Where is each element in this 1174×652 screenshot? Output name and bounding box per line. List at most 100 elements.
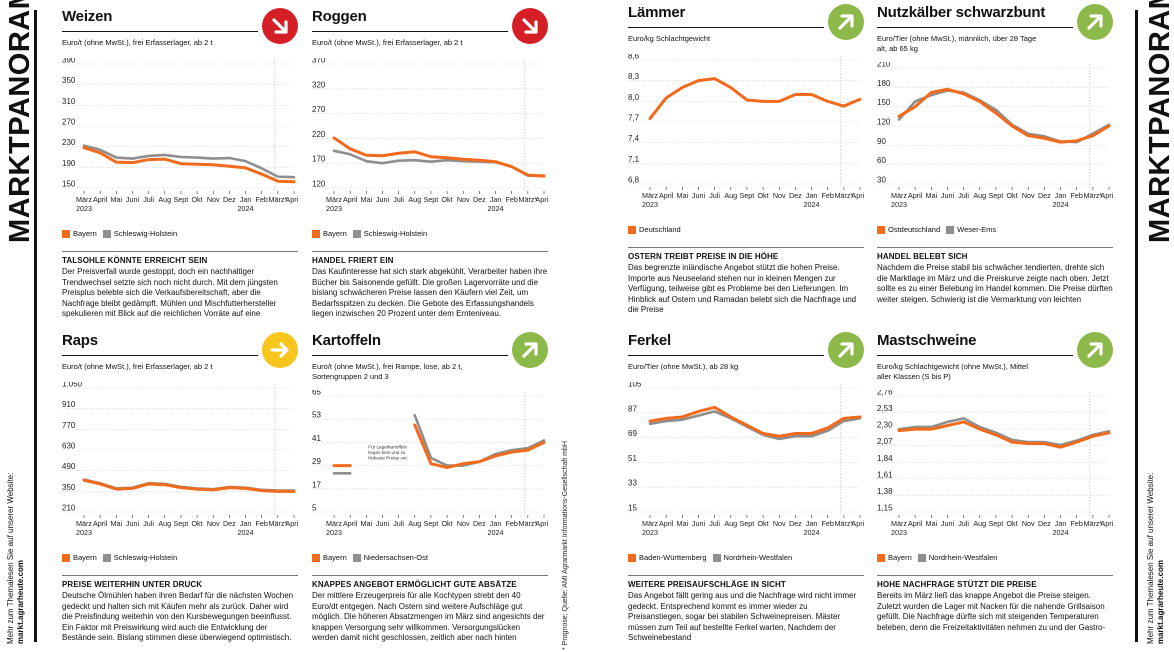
series-line-gray [82, 144, 296, 179]
x-tick-year: 2023 [76, 204, 92, 213]
legend-label: Bayern [323, 553, 347, 562]
panel-mastschweine: Mastschweine Euro/kg Schlachtgewicht (ohn… [877, 332, 1118, 652]
trend-up-arrow-icon [828, 4, 864, 40]
y-tick-label: 53 [312, 411, 321, 420]
website-link[interactable]: markt.agrarheute.com [1156, 559, 1165, 644]
legend-label: Weser-Ems [957, 225, 997, 234]
x-tick-label: Juli [393, 519, 404, 528]
x-tick-label: März* [518, 519, 537, 528]
legend-label: Schleswig-Holstein [113, 553, 178, 562]
x-tick-label: März [76, 195, 92, 204]
title-rule [877, 27, 1073, 28]
legend-swatch [877, 225, 885, 234]
x-tick-label: Sept [174, 195, 189, 204]
x-tick-label: Feb [1070, 191, 1082, 200]
chart-legend: Baden-Württemberg Nordrhein-Westfalen [628, 553, 798, 562]
y-tick-label: 33 [628, 479, 637, 488]
y-tick-label: 210 [62, 504, 76, 513]
x-tick-label: Aug [973, 519, 986, 528]
trend-up-arrow-icon [1077, 332, 1113, 368]
x-tick-year: 2024 [488, 528, 504, 537]
x-tick-label: April [93, 195, 108, 204]
price-chart: 210 180 150 120 90 60 30 März 2023 April Mai Juni Ju… [877, 60, 1118, 244]
x-tick-label: Juli [143, 195, 154, 204]
x-tick-label: Dez [789, 191, 802, 200]
legend-swatch [628, 553, 636, 562]
x-tick-year: 2023 [891, 528, 907, 537]
x-tick-label: März* [1083, 519, 1102, 528]
article-subhead: KNAPPES ANGEBOT ERMÖGLICHT GUTE ABSÄTZE [312, 580, 517, 589]
series-line-orange [648, 77, 862, 121]
series-line-orange [82, 478, 296, 493]
x-tick-label: Jan [1055, 519, 1067, 528]
chart-legend: Ostdeutschland Weser-Ems [877, 225, 1002, 234]
series-line-orange [332, 136, 546, 178]
x-tick-label: Dez [1038, 519, 1051, 528]
y-tick-label: 7,7 [628, 114, 640, 123]
legend-item: Bayern [62, 229, 97, 238]
x-tick-label: Aug [724, 191, 737, 200]
x-tick-label: Aug [973, 191, 986, 200]
x-tick-label: Nov [773, 519, 786, 528]
y-tick-label: 105 [628, 382, 642, 389]
y-tick-label: 51 [628, 454, 637, 463]
legend-item: Niedersachsen-Ost [352, 553, 428, 562]
y-tick-label: 170 [312, 155, 326, 164]
x-tick-label: Jan [240, 195, 252, 204]
x-tick-label: April [93, 519, 108, 528]
x-tick-label: Jan [490, 519, 502, 528]
unit-label: Euro/t (ohne MwSt.), frei Erfasserlager,… [62, 362, 213, 371]
y-tick-label: 490 [62, 462, 76, 471]
x-tick-label: Juni [376, 195, 390, 204]
y-tick-label: 41 [312, 434, 321, 443]
legend-item: Schleswig-Holstein [102, 229, 177, 238]
x-tick-label: Jan [490, 195, 502, 204]
legend-label: Baden-Württemberg [639, 553, 707, 562]
x-tick-label: April* [851, 191, 864, 200]
legend-item: Bayern [312, 229, 347, 238]
x-tick-year: 2024 [238, 204, 254, 213]
x-tick-label: Sept [424, 519, 439, 528]
x-tick-label: Dez [223, 519, 236, 528]
x-tick-label: Dez [789, 519, 802, 528]
x-tick-label: Dez [1038, 191, 1051, 200]
x-tick-label: Juli [709, 191, 720, 200]
price-chart: 2,76 2,53 2,30 2,07 1,84 1,61 1,38 1,15 März 2023… [877, 388, 1118, 572]
x-tick-label: April [908, 191, 923, 200]
panel-title: Ferkel [628, 332, 671, 349]
y-tick-label: 90 [877, 137, 886, 146]
x-tick-label: Mai [677, 519, 689, 528]
title-rule [877, 355, 1073, 356]
chart-legend: Bayern Schleswig-Holstein [312, 229, 433, 238]
legend-item: Deutschland [628, 225, 681, 234]
legend-label: Ostdeutschland [888, 225, 941, 234]
x-tick-year: 2024 [238, 528, 254, 537]
legend-label: Bayern [323, 229, 347, 238]
website-link[interactable]: markt.agrarheute.com [16, 559, 25, 644]
y-tick-label: 390 [62, 58, 76, 65]
x-tick-label: März* [518, 195, 537, 204]
panel-nutzkaelber: Nutzkälber schwarzbunt Euro/Tier (ohne Mw… [877, 4, 1118, 324]
x-tick-label: Sept [740, 519, 755, 528]
x-tick-label: Nov [457, 195, 470, 204]
legend-item: Nordrhein-Westfalen [712, 553, 793, 562]
y-tick-label: 1,61 [877, 470, 893, 479]
y-tick-label: 60 [877, 156, 886, 165]
x-tick-year: 2023 [891, 200, 907, 209]
y-tick-label: 180 [877, 79, 891, 88]
y-tick-label: 5 [312, 504, 317, 513]
legend-swatch [312, 553, 320, 562]
unit-label: Euro/t (ohne MwSt.), frei Erfasserlager,… [312, 38, 463, 47]
x-tick-label: Aug [158, 519, 171, 528]
x-tick-label: März* [834, 519, 853, 528]
unit-label: Euro/t (ohne MwSt.), frei Rampe, lose, a… [312, 362, 463, 381]
y-tick-label: 350 [62, 483, 76, 492]
legend-swatch [102, 229, 111, 238]
y-tick-label: 30 [877, 176, 886, 185]
legend-label: Nordrhein-Westfalen [723, 553, 793, 562]
legend-label: Schleswig-Holstein [363, 229, 428, 238]
x-tick-label: April [659, 519, 674, 528]
article-body: Bereits im März ließ das knappe Angebot … [877, 591, 1106, 632]
x-tick-label: Jan [806, 519, 818, 528]
x-tick-label: Sept [424, 195, 439, 204]
